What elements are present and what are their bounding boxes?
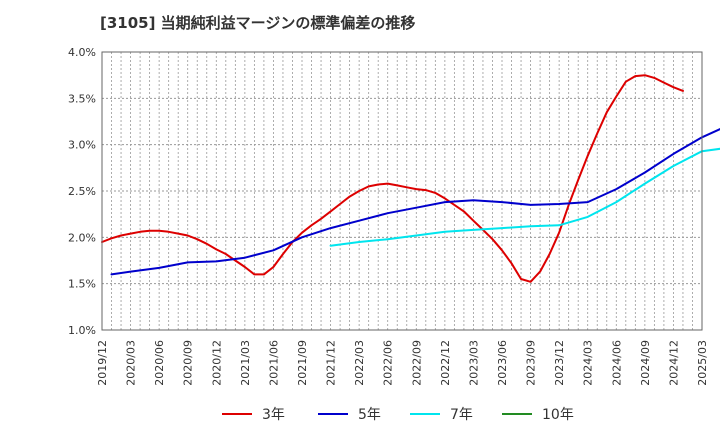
legend-label: 10年 bbox=[542, 407, 574, 423]
x-tick-label: 2022/03 bbox=[353, 340, 366, 386]
x-tick-label: 2022/06 bbox=[382, 340, 395, 386]
x-tick-label: 2021/06 bbox=[267, 340, 280, 386]
x-tick-label: 2022/09 bbox=[410, 340, 423, 386]
legend-label: 5年 bbox=[358, 407, 381, 423]
y-tick-label: 1.0% bbox=[68, 324, 96, 337]
x-tick-label: 2024/03 bbox=[582, 340, 595, 386]
legend: 3年 5年 7年 10年 bbox=[222, 407, 574, 423]
x-tick-label: 2025/03 bbox=[696, 340, 709, 386]
x-tick-label: 2020/03 bbox=[125, 340, 138, 386]
y-tick-label: 2.5% bbox=[68, 185, 96, 198]
series-line-3 bbox=[329, 147, 720, 247]
y-tick-label: 2.0% bbox=[68, 231, 96, 244]
x-tick-label: 2020/12 bbox=[210, 340, 223, 386]
x-tick-label: 2020/06 bbox=[153, 340, 166, 386]
y-tick-label: 4.0% bbox=[68, 46, 96, 59]
x-tick-label: 2021/03 bbox=[239, 340, 252, 386]
y-tick-label: 1.5% bbox=[68, 278, 96, 291]
x-tick-label: 2021/12 bbox=[325, 340, 338, 386]
x-tick-label: 2019/12 bbox=[96, 340, 109, 386]
series-line-1 bbox=[101, 74, 684, 283]
x-tick-label: 2024/06 bbox=[610, 340, 623, 386]
plot-frame bbox=[101, 51, 703, 331]
x-tick-label: 2022/12 bbox=[439, 340, 452, 386]
legend-label: 7年 bbox=[450, 407, 473, 423]
series-lines bbox=[101, 74, 720, 283]
y-tick-label: 3.0% bbox=[68, 139, 96, 152]
axes: 1.0% 1.5% 2.0% 2.5% 3.0% 3.5% 4.0% 2019/12 2020/… bbox=[68, 46, 709, 386]
x-tick-label: 2024/12 bbox=[667, 340, 680, 386]
x-tick-label: 2023/03 bbox=[467, 340, 480, 386]
legend-label: 3年 bbox=[262, 407, 285, 423]
series-line-2 bbox=[110, 128, 720, 276]
x-tick-label: 2024/09 bbox=[639, 340, 652, 386]
x-tick-label: 2021/09 bbox=[296, 340, 309, 386]
x-tick-label: 2023/09 bbox=[525, 340, 538, 386]
chart-title: [3105] 当期純利益マージンの標準偏差の推移 bbox=[100, 14, 416, 32]
x-tick-label: 2023/06 bbox=[496, 340, 509, 386]
y-tick-label: 3.5% bbox=[68, 92, 96, 105]
x-tick-label: 2023/12 bbox=[553, 340, 566, 386]
x-tick-label: 2020/09 bbox=[182, 340, 195, 386]
